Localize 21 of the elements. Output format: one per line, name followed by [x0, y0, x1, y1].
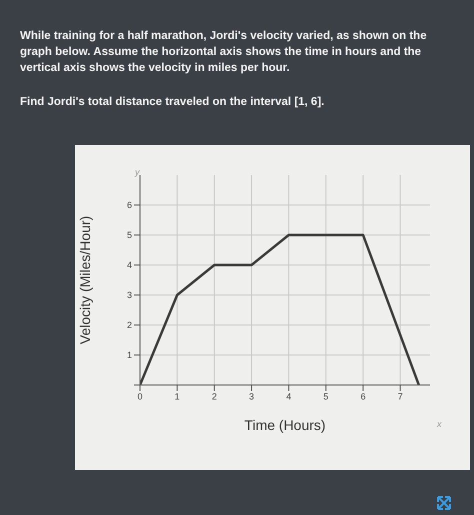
x-tick-label: 0: [137, 391, 143, 402]
line-series: [140, 234, 420, 385]
x-axis-title: Time (Hours): [244, 417, 326, 433]
y-axis-title: Velocity (Miles/Hour): [76, 216, 93, 344]
y-tick-label: 5: [126, 230, 132, 240]
text: y: [135, 167, 140, 177]
y-tick-label: 4: [126, 260, 132, 270]
chart-subtitle: Find Jordi's total distance traveled on the interval [1, 6].: [20, 96, 326, 108]
y-tick-label: 2: [126, 320, 132, 330]
y-tick-label: 1: [126, 350, 132, 360]
y-tick-label: 3: [126, 290, 132, 300]
x-tick-label: 5: [323, 391, 328, 402]
x-tick-label: 2: [212, 391, 217, 402]
x-tick-label: 3: [249, 391, 254, 402]
x-tick-label: 1: [174, 391, 180, 402]
text: x: [437, 419, 442, 429]
y-tick-label: 6: [126, 200, 132, 210]
x-tick-label: 4: [286, 391, 292, 402]
x-tick-label: 6: [360, 391, 366, 402]
x-tick-label: 7: [398, 391, 403, 402]
chart-title: While training for a half marathon, Jordi's velocity varied, as shown on the graph below. Assume the horizontal axis shows the time in hours and the vertical axis shows the velocity in miles per hour.: [20, 29, 428, 76]
